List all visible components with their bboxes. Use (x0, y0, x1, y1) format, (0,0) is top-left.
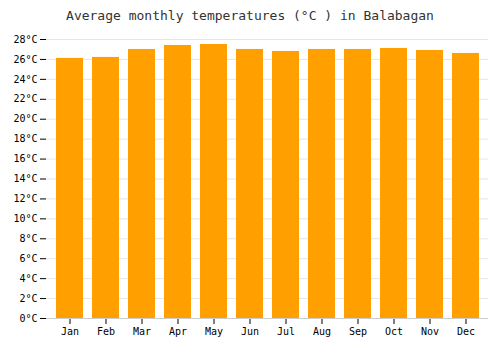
svg-text:24°C: 24°C (13, 74, 37, 85)
svg-text:28°C: 28°C (13, 34, 37, 45)
svg-text:Nov: Nov (421, 326, 439, 337)
svg-text:14°C: 14°C (13, 173, 37, 184)
svg-text:26°C: 26°C (13, 54, 37, 65)
svg-text:6°C: 6°C (19, 253, 37, 264)
svg-text:Jan: Jan (61, 326, 79, 337)
html-text:Average monthly temperatures (: Average monthly temperatures (°C ) in Ba… (66, 8, 434, 23)
svg-text:May: May (205, 326, 223, 337)
svg-text:22°C: 22°C (13, 93, 37, 104)
svg-text:18°C: 18°C (13, 133, 37, 144)
svg-text:Mar: Mar (133, 326, 151, 337)
svg-text:Jul: Jul (277, 326, 295, 337)
svg-text:4°C: 4°C (19, 273, 37, 284)
svg-text:20°C: 20°C (13, 113, 37, 124)
svg-text:0°C: 0°C (19, 313, 37, 324)
svg-text:16°C: 16°C (13, 153, 37, 164)
svg-text:Aug: Aug (313, 326, 331, 337)
svg-text:Apr: Apr (169, 326, 187, 337)
svg-text:Sep: Sep (349, 326, 367, 337)
svg-text:8°C: 8°C (19, 233, 37, 244)
svg-text:Oct: Oct (385, 326, 403, 337)
svg-text:12°C: 12°C (13, 193, 37, 204)
svg-text:Jun: Jun (241, 326, 259, 337)
svg-text:Feb: Feb (97, 326, 115, 337)
svg-text:Dec: Dec (457, 326, 475, 337)
svg-text:2°C: 2°C (19, 293, 37, 304)
svg-text:10°C: 10°C (13, 213, 37, 224)
